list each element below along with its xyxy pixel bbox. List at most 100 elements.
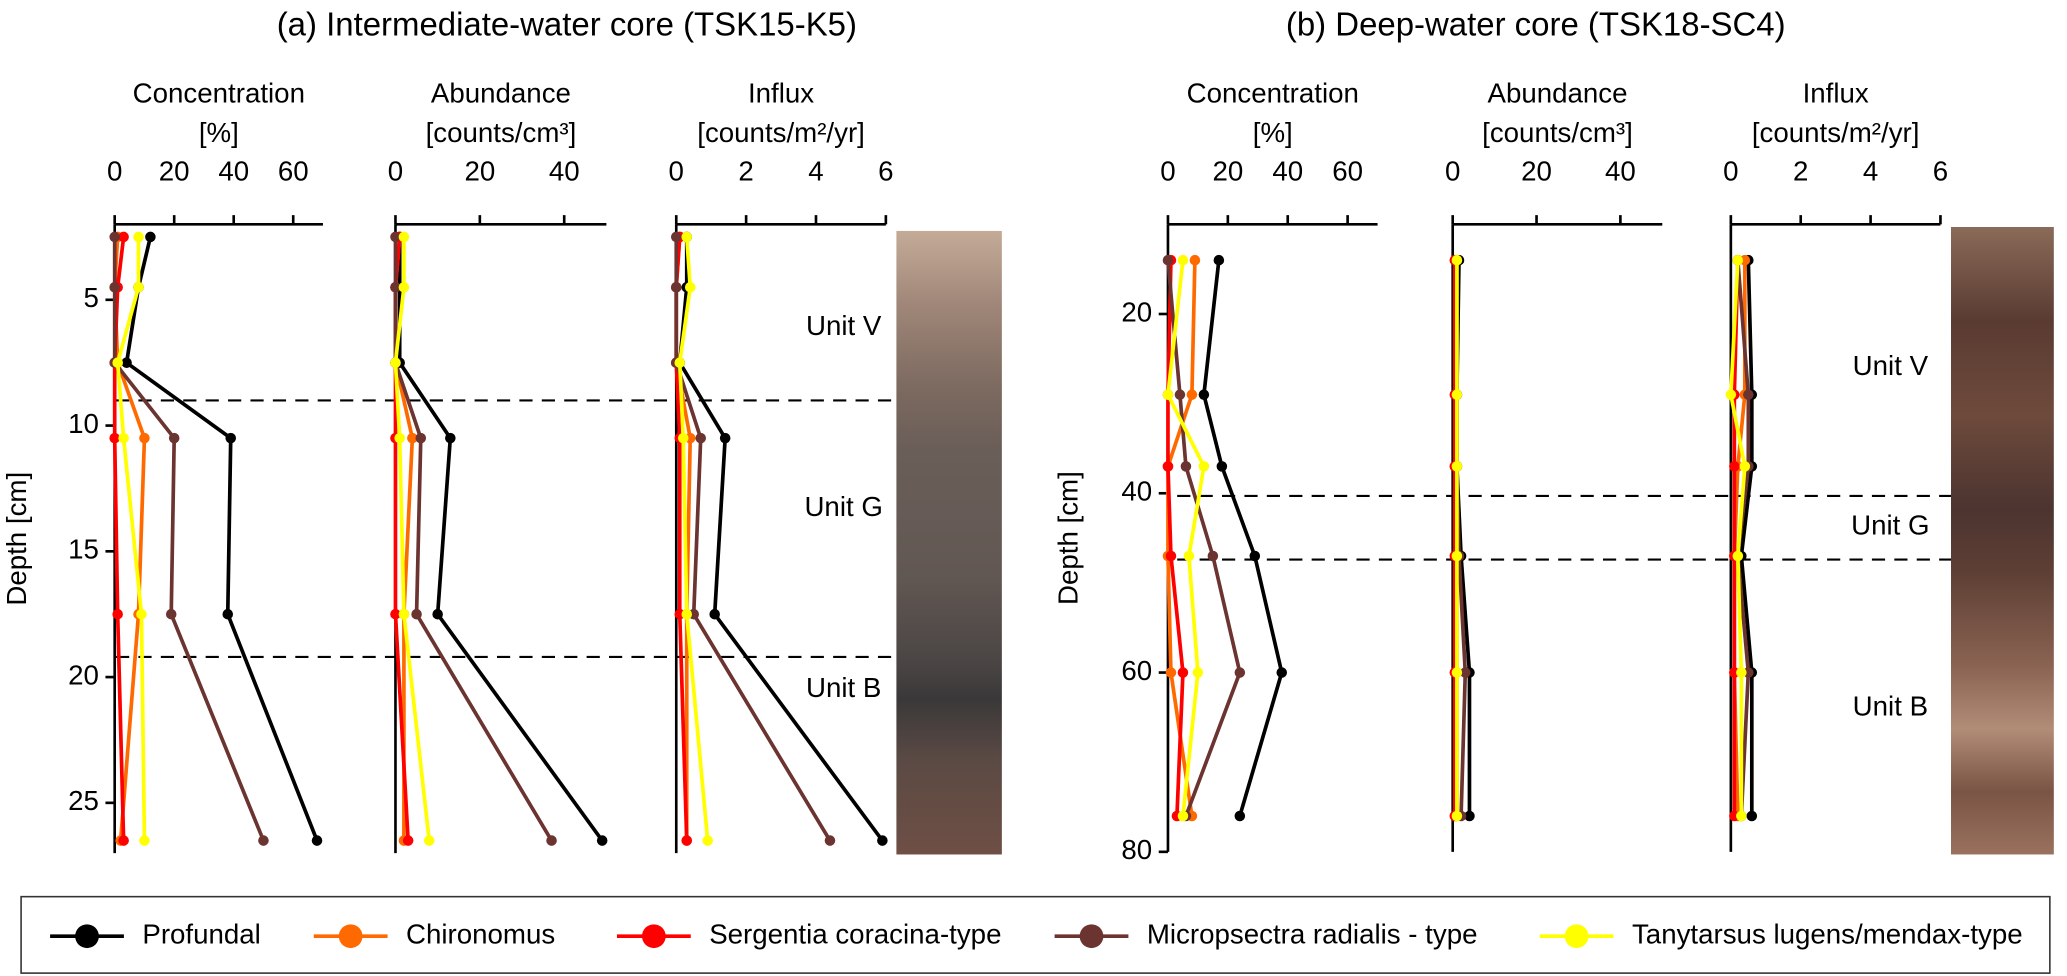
data-point <box>719 432 731 444</box>
data-point <box>398 281 410 293</box>
core-photo <box>896 230 1002 855</box>
data-point <box>1451 810 1463 822</box>
data-point <box>1213 254 1225 266</box>
data-point <box>674 357 686 368</box>
data-point <box>112 357 123 368</box>
data-point <box>109 281 120 293</box>
y-tick-label: 5 <box>83 282 98 313</box>
data-point <box>709 608 720 620</box>
data-point <box>411 608 422 620</box>
x-tick-label: 2 <box>738 155 753 186</box>
legend-marker <box>641 924 666 949</box>
x-tick-label: 0 <box>388 155 403 186</box>
data-point <box>390 281 401 293</box>
legend-label: Chironomus <box>406 919 555 950</box>
data-point <box>1180 461 1192 472</box>
series-line <box>1739 260 1754 816</box>
x-tick-label: 2 <box>1793 155 1808 186</box>
data-point <box>1732 254 1744 266</box>
unit-label: Unit B <box>806 672 881 703</box>
data-point <box>394 432 405 444</box>
panel-title: (b) Deep-water core (TSK18-SC4) <box>1286 5 1786 42</box>
data-point <box>1165 667 1177 678</box>
data-point <box>1177 667 1189 678</box>
data-point <box>1725 389 1737 400</box>
data-point <box>118 432 129 444</box>
data-point <box>1276 667 1288 678</box>
data-point <box>1464 810 1475 822</box>
data-point <box>1177 810 1189 822</box>
x-tick-label: 4 <box>808 155 823 186</box>
data-point <box>1736 810 1747 822</box>
data-point <box>1189 254 1201 266</box>
x-tick-label: 40 <box>1605 155 1636 186</box>
data-point <box>423 835 435 846</box>
unit-label: Unit B <box>1853 691 1928 722</box>
data-point <box>546 835 557 846</box>
data-point <box>1198 461 1210 472</box>
data-point <box>1234 810 1246 822</box>
data-point <box>390 608 401 620</box>
data-point <box>402 835 414 846</box>
unit-label: Unit G <box>1851 510 1929 541</box>
x-tick-label: 40 <box>549 155 580 186</box>
data-point <box>681 231 693 243</box>
data-point <box>824 835 836 846</box>
y-tick-label: 15 <box>68 534 99 565</box>
data-point <box>407 432 418 444</box>
x-axis-label: [%] <box>199 117 239 148</box>
data-point <box>1732 550 1744 562</box>
data-point <box>1451 667 1463 678</box>
series-line <box>674 236 832 842</box>
unit-label: Unit G <box>804 491 882 522</box>
data-point <box>684 281 696 293</box>
legend-box <box>20 895 2051 974</box>
data-point <box>1216 461 1228 472</box>
data-point <box>1234 667 1246 678</box>
y-tick-label: 25 <box>68 785 99 816</box>
x-tick-label: 60 <box>1332 155 1363 186</box>
x-tick-label: 6 <box>878 155 893 186</box>
data-point <box>112 608 123 620</box>
x-tick-label: 40 <box>218 155 249 186</box>
data-point <box>168 432 180 444</box>
data-point <box>139 835 150 846</box>
data-point <box>1451 550 1463 562</box>
x-axis-label: [counts/m²/yr] <box>697 117 865 148</box>
series-line <box>124 236 319 842</box>
data-point <box>702 835 713 846</box>
x-axis-label: [%] <box>1253 117 1293 148</box>
data-point <box>1249 550 1261 562</box>
data-point <box>1177 254 1189 266</box>
core-photo <box>1950 226 2054 855</box>
series-line <box>1166 260 1206 817</box>
series-line <box>393 236 554 842</box>
x-axis-label: [counts/m²/yr] <box>1752 117 1920 148</box>
y-tick-label: 20 <box>1121 296 1152 327</box>
data-point <box>1165 550 1177 562</box>
x-axis-label: [counts/cm³] <box>426 117 577 148</box>
x-axis-label: Concentration <box>133 77 305 108</box>
data-point <box>1192 667 1204 678</box>
data-point <box>681 835 693 846</box>
series-line <box>393 236 432 841</box>
x-axis-label: Influx <box>1803 77 1869 108</box>
data-point <box>136 608 147 620</box>
data-point <box>1183 550 1195 562</box>
data-point <box>1743 389 1754 400</box>
data-point <box>109 432 120 444</box>
x-tick-label: 20 <box>159 155 190 186</box>
x-tick-label: 20 <box>464 155 495 186</box>
data-point <box>1451 254 1463 266</box>
legend-marker <box>1564 924 1589 949</box>
series-line <box>1729 260 1747 816</box>
data-point <box>445 432 456 444</box>
data-point <box>596 835 608 846</box>
data-point <box>415 432 427 444</box>
data-point <box>398 608 410 620</box>
data-point <box>118 835 129 846</box>
data-point <box>1736 667 1747 678</box>
y-tick-label: 60 <box>1121 655 1152 686</box>
